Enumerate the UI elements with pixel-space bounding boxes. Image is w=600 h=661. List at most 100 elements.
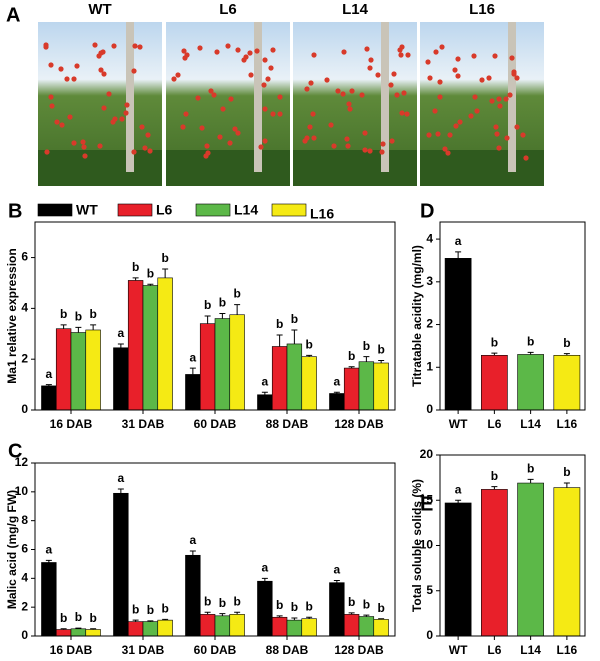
bar <box>142 285 159 411</box>
bar <box>329 393 345 411</box>
error-bar <box>147 283 154 286</box>
plot-frame <box>34 221 396 411</box>
bar <box>41 562 57 637</box>
significance-label: b <box>132 602 139 616</box>
bar <box>286 619 303 637</box>
apple <box>511 69 517 75</box>
apple <box>453 123 459 129</box>
apple <box>391 71 397 77</box>
bar <box>41 385 57 411</box>
error-bar <box>234 304 241 315</box>
panel-letter: A <box>6 4 20 26</box>
apple <box>262 106 268 112</box>
significance-label: b <box>147 266 154 280</box>
y-tick-label: 0 <box>426 402 433 416</box>
bar <box>157 277 173 411</box>
plot-frame <box>439 454 586 637</box>
significance-label: b <box>204 298 211 312</box>
apple <box>398 52 404 58</box>
apple <box>235 47 241 53</box>
apple <box>183 111 189 117</box>
x-tick-label: 128 DAB <box>334 417 384 431</box>
apple <box>523 155 529 161</box>
significance-label: b <box>291 600 298 614</box>
apple <box>433 49 439 55</box>
apple <box>48 62 54 68</box>
apple <box>496 96 502 102</box>
bar <box>70 332 87 411</box>
apple <box>67 114 73 120</box>
significance-label: b <box>563 465 570 479</box>
apple <box>270 111 276 117</box>
apple <box>435 131 441 137</box>
apple <box>455 73 461 79</box>
error-bar <box>491 352 498 356</box>
apple <box>181 48 187 54</box>
bar <box>343 614 360 637</box>
apple <box>362 147 368 153</box>
apple <box>71 140 77 146</box>
apple <box>520 132 526 138</box>
x-tick-label: 128 DAB <box>334 643 384 657</box>
apple <box>494 131 500 137</box>
apple <box>507 92 513 98</box>
photo-label: L6 <box>219 1 237 18</box>
y-tick-label: 2 <box>426 317 433 331</box>
apple <box>457 119 463 125</box>
error-bar <box>291 617 298 621</box>
apple <box>341 49 347 55</box>
post <box>508 22 516 172</box>
apple <box>199 125 205 131</box>
y-tick-label: 5 <box>426 583 433 597</box>
error-bar <box>60 324 67 329</box>
bar <box>553 355 581 411</box>
legend-swatch <box>117 203 153 217</box>
bar <box>329 582 345 637</box>
significance-label: b <box>233 594 240 608</box>
significance-label: b <box>89 611 96 625</box>
significance-label: a <box>46 542 53 556</box>
bar <box>55 629 72 637</box>
apple <box>447 132 453 138</box>
apple <box>504 135 510 141</box>
bar <box>517 482 544 637</box>
significance-label: a <box>262 374 269 388</box>
error-bar <box>348 612 355 615</box>
significance-label: b <box>363 339 370 353</box>
y-tick-label: 6 <box>21 250 28 264</box>
apple <box>439 44 445 50</box>
y-tick-label: 6 <box>21 542 28 556</box>
y-tick-label: 8 <box>21 513 28 527</box>
error-bar <box>75 627 82 629</box>
apple <box>368 57 374 63</box>
panel-letter: D <box>420 200 434 222</box>
significance-label: b <box>491 335 498 349</box>
apple <box>359 92 365 98</box>
significance-label: b <box>348 595 355 609</box>
apple <box>380 141 386 147</box>
apple <box>399 44 405 50</box>
apple <box>472 94 478 100</box>
apple <box>195 95 201 101</box>
apple <box>379 149 385 155</box>
error-bar <box>60 628 67 630</box>
significance-label: b <box>132 260 139 274</box>
photo-ground <box>420 150 544 186</box>
error-bar <box>117 488 124 494</box>
x-tick-label: 88 DAB <box>266 417 309 431</box>
apple <box>137 44 143 50</box>
bar <box>127 280 144 411</box>
apple <box>340 91 346 97</box>
bar <box>127 621 144 637</box>
legend-label: L6 <box>156 202 173 218</box>
significance-label: b <box>75 310 82 324</box>
apple <box>142 145 148 151</box>
error-bar <box>90 324 97 330</box>
error-bar <box>333 579 340 583</box>
apple <box>375 72 381 78</box>
apple <box>503 96 509 102</box>
apple <box>496 145 502 151</box>
bar <box>214 318 231 411</box>
error-bar <box>363 356 370 362</box>
bar <box>343 367 360 411</box>
